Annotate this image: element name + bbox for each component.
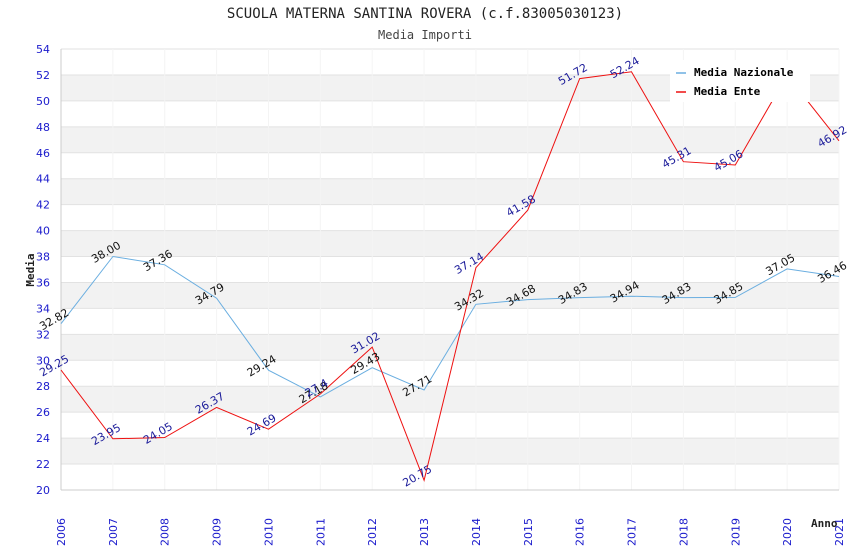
series-lines <box>60 71 840 482</box>
y-tick-label: 50 <box>36 95 50 108</box>
x-tick-label: 2017 <box>626 518 639 546</box>
grid-band <box>61 126 839 153</box>
chart-subtitle: Media Importi <box>378 28 472 42</box>
y-tick-label: 22 <box>36 458 50 471</box>
y-tick-label: 32 <box>36 328 50 341</box>
y-tick-label: 54 <box>36 43 50 56</box>
grid-band <box>61 464 839 490</box>
y-axis-label: Media <box>24 253 37 286</box>
y-tick-label: 44 <box>36 173 50 186</box>
grid-band <box>61 204 839 231</box>
x-tick-label: 2014 <box>470 518 483 546</box>
y-tick-label: 38 <box>36 251 50 264</box>
x-tick-label: 2019 <box>729 518 742 546</box>
y-tick-label: 48 <box>36 121 50 134</box>
series-line-nazionale <box>60 255 840 398</box>
legend-item-nazionale: Media Nazionale <box>694 66 794 79</box>
y-tick-label: 30 <box>36 354 50 367</box>
y-tick-label: 52 <box>36 69 50 82</box>
grid-band <box>61 230 839 257</box>
x-tick-label: 2011 <box>314 518 327 546</box>
x-tick-label: 2018 <box>677 518 690 546</box>
grid-band <box>61 100 839 127</box>
chart-title: SCUOLA MATERNA SANTINA ROVERA (c.f.83005… <box>227 6 623 22</box>
x-tick-label: 2015 <box>522 518 535 546</box>
x-tick-label: 2021 <box>833 518 846 546</box>
x-tick-label: 2010 <box>262 518 275 546</box>
grid-band <box>61 282 839 309</box>
grid-bands <box>60 48 840 491</box>
axes: 20 22 24 26 28 30 32 34 36 38 40 42 44 46 48 50 52 54 2006… <box>36 43 846 546</box>
grid-band <box>61 308 839 335</box>
legend: Media Nazionale Media Ente <box>670 60 810 102</box>
grid-band <box>61 412 839 439</box>
y-tick-label: 36 <box>36 276 50 289</box>
y-tick-label: 34 <box>36 302 50 315</box>
y-tick-label: 24 <box>36 432 50 445</box>
y-tick-label: 40 <box>36 225 50 238</box>
y-tick-label: 42 <box>36 199 50 212</box>
y-tick-label: 28 <box>36 380 50 393</box>
y-tick-label: 20 <box>36 484 50 497</box>
series-line-ente <box>60 71 840 482</box>
y-tick-label: 26 <box>36 406 50 419</box>
x-tick-label: 2013 <box>418 518 431 546</box>
grid-band <box>61 256 839 283</box>
grid-band <box>61 438 839 465</box>
x-tick-label: 2008 <box>159 518 172 546</box>
grid-band <box>61 178 839 205</box>
x-tick-label: 2012 <box>366 518 379 546</box>
legend-item-ente: Media Ente <box>694 85 761 98</box>
x-tick-label: 2009 <box>211 518 224 546</box>
grid-band <box>61 386 839 413</box>
grid-band <box>61 152 839 179</box>
legend-box <box>670 60 810 102</box>
x-tick-label: 2006 <box>55 518 68 546</box>
x-tick-label: 2007 <box>107 518 120 546</box>
x-axis-label: Anno <box>811 517 838 530</box>
x-tick-label: 2020 <box>781 518 794 546</box>
y-tick-label: 46 <box>36 147 50 160</box>
x-tick-label: 2016 <box>574 518 587 546</box>
